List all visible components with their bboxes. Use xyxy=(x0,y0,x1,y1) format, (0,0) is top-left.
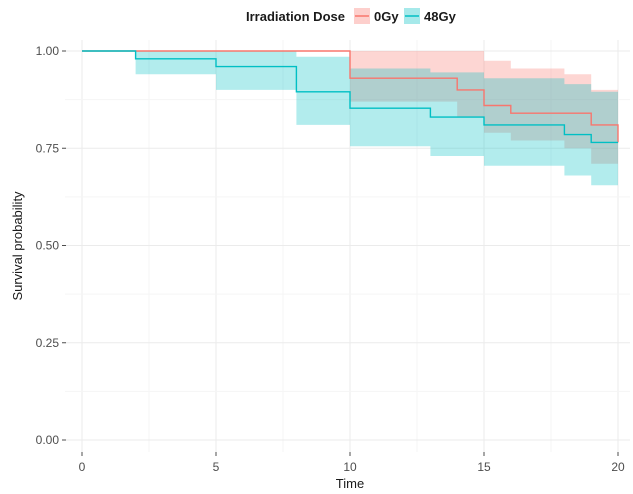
y-tick-label: 0.25 xyxy=(36,336,60,350)
x-tick-label: 0 xyxy=(79,460,86,474)
legend: Irradiation Dose 0Gy 48Gy xyxy=(246,8,457,24)
x-axis-title: Time xyxy=(336,476,364,491)
x-axis-ticks: 0 5 10 15 20 xyxy=(79,452,625,474)
legend-item-0gy: 0Gy xyxy=(354,8,399,24)
x-tick-label: 5 xyxy=(213,460,220,474)
survival-curve-48gy xyxy=(82,50,618,144)
y-axis-title: Survival probability xyxy=(10,191,25,301)
legend-item-48gy: 48Gy xyxy=(404,8,457,24)
x-tick-label: 15 xyxy=(477,460,491,474)
x-tick-label: 20 xyxy=(611,460,625,474)
survival-curve-0gy xyxy=(82,50,619,143)
legend-label-48gy: 48Gy xyxy=(424,9,457,24)
x-tick-label: 10 xyxy=(343,460,357,474)
confidence-band-0gy xyxy=(82,51,618,188)
legend-label-0gy: 0Gy xyxy=(374,9,399,24)
legend-title: Irradiation Dose xyxy=(246,9,345,24)
y-tick-label: 1.00 xyxy=(36,44,60,58)
y-tick-label: 0.00 xyxy=(36,433,60,447)
confidence-band-48gy xyxy=(82,51,618,186)
y-tick-label: 0.50 xyxy=(36,239,60,253)
confidence-bands xyxy=(82,51,618,188)
survival-curves xyxy=(82,50,619,144)
y-tick-label: 0.75 xyxy=(36,141,60,155)
y-axis-ticks: 0.00 0.25 0.50 0.75 1.00 xyxy=(36,44,66,447)
